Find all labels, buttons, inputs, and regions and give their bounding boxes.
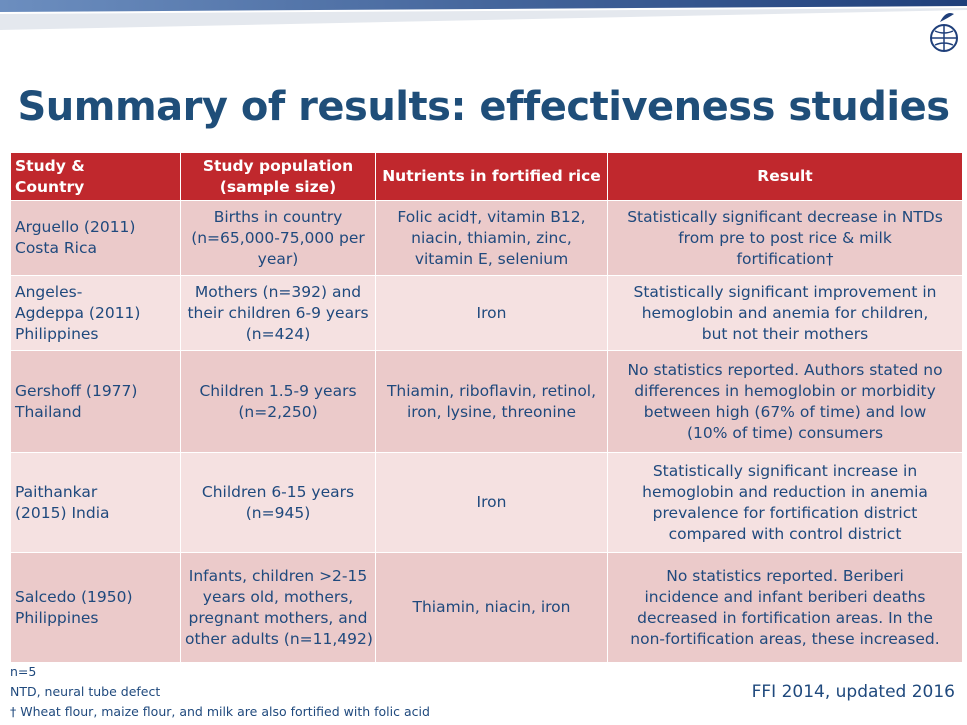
table-cell: Thiamin, niacin, iron xyxy=(375,552,608,663)
footnote: NTD, neural tube defect xyxy=(10,684,161,699)
cell-line: (n=424) xyxy=(245,324,311,343)
cell-line: Statistically significant improvement in xyxy=(633,282,937,301)
cell-line: Births in country xyxy=(213,207,343,226)
table-cell: Statistically significant decrease in NT… xyxy=(607,200,963,276)
cell-line: vitamin E, selenium xyxy=(414,249,569,268)
table-cell: Statistically significant increase in hem… xyxy=(607,452,963,553)
cell-line: Agdeppa (2011) xyxy=(15,303,141,322)
cell-line: (2015) India xyxy=(15,503,110,522)
cell-line: Study & xyxy=(15,156,85,175)
cell-line: Mothers (n=392) and xyxy=(194,282,362,301)
cell-line: No statistics reported. Authors stated n… xyxy=(627,360,943,379)
column-header: Study & Country xyxy=(10,152,181,201)
table-cell: Infants, children >2-15 years old, mother… xyxy=(180,552,376,663)
footnote: † Wheat flour, maize flour, and milk are… xyxy=(10,704,430,719)
cell-line: Children 1.5-9 years xyxy=(199,381,357,400)
cell-line: niacin, thiamin, zinc, xyxy=(411,228,572,247)
cell-line: Paithankar xyxy=(15,482,98,501)
cell-line: Nutrients in fortified rice xyxy=(382,167,601,185)
table-cell: Arguello (2011) Costa Rica xyxy=(10,200,181,276)
cell-line: Thiamin, riboflavin, retinol, xyxy=(386,381,597,400)
cell-line: Iron xyxy=(476,303,507,322)
cell-line: Gershoff (1977) xyxy=(15,381,138,400)
cell-line: Country xyxy=(15,177,85,196)
cell-line: Study population xyxy=(202,156,354,175)
cell-line: fortification† xyxy=(736,249,834,268)
cell-line: decreased in fortification areas. In the xyxy=(637,608,933,627)
column-header: Study population (sample size) xyxy=(180,152,376,201)
table-cell: Salcedo (1950) Philippines xyxy=(10,552,181,663)
table-row: Salcedo (1950) Philippines Infants, childr… xyxy=(10,552,963,663)
table-cell: Mothers (n=392) and their children 6-9 ye… xyxy=(180,275,376,351)
cell-line: Angeles- xyxy=(15,282,83,301)
cell-line: non-fortification areas, these increased… xyxy=(630,629,940,648)
header-row: Study & Country Study population (sample si… xyxy=(10,152,963,201)
cell-line: other adults (n=11,492) xyxy=(185,629,373,648)
column-header: Result xyxy=(607,152,963,201)
table-cell: Gershoff (1977) Thailand xyxy=(10,350,181,453)
table-cell: Statistically significant improvement in… xyxy=(607,275,963,351)
table-cell: Children 6-15 years (n=945) xyxy=(180,452,376,553)
header-decoration xyxy=(0,0,967,82)
table-row: Arguello (2011) Costa Rica Births in count… xyxy=(10,200,963,276)
table-cell: No statistics reported. Authors stated n… xyxy=(607,350,963,453)
cell-line: (n=65,000-75,000 per xyxy=(191,228,365,247)
cell-line: their children 6-9 years xyxy=(187,303,369,322)
cell-line: Iron xyxy=(476,493,507,511)
table-row: Gershoff (1977) Thailand Children 1.5-9 ye… xyxy=(10,350,963,453)
cell-line: Children 6-15 years xyxy=(201,482,355,501)
cell-line: but not their mothers xyxy=(701,324,869,343)
cell-line: (10% of time) consumers xyxy=(686,423,884,442)
table-cell: Iron xyxy=(375,275,608,351)
cell-line: iron, lysine, threonine xyxy=(406,402,577,421)
cell-line: Arguello (2011) xyxy=(15,218,136,236)
cell-line: No statistics reported. Beriberi xyxy=(666,566,904,585)
table-cell: Angeles- Agdeppa (2011) Philippines xyxy=(10,275,181,351)
cell-line: differences in hemoglobin or morbidity xyxy=(634,381,936,400)
slide-title: Summary of results: effectiveness studie… xyxy=(17,84,950,130)
cell-line: compared with control district xyxy=(668,524,902,543)
table-row: Angeles- Agdeppa (2011) Philippines Mothers… xyxy=(10,275,963,351)
cell-line: Costa Rica xyxy=(15,239,97,257)
table-cell: Folic acid†, vitamin B12, niacin, thiamin… xyxy=(375,200,608,276)
cell-line: hemoglobin and reduction in anemia xyxy=(642,482,928,501)
cell-line: hemoglobin and anemia for children, xyxy=(641,303,929,322)
table-cell: Children 1.5-9 years (n=2,250) xyxy=(180,350,376,453)
table-cell: Thiamin, riboflavin, retinol, iron, lysin… xyxy=(375,350,608,453)
cell-line: (sample size) xyxy=(219,177,337,196)
cell-line: between high (67% of time) and low xyxy=(643,402,927,421)
table-row: Paithankar (2015) India Children 6-15 year… xyxy=(10,452,963,553)
cell-line: pregnant mothers, and xyxy=(188,608,368,627)
column-header: Nutrients in fortified rice xyxy=(375,152,608,201)
results-table: Study & Country Study population (sample si… xyxy=(10,152,963,663)
source: FFI 2014, updated 2016 xyxy=(751,682,955,702)
cell-line: prevalence for fortification district xyxy=(652,503,918,522)
cell-line: Statistically significant decrease in NT… xyxy=(627,207,943,226)
cell-line: Infants, children >2-15 xyxy=(188,566,368,585)
table-cell: Paithankar (2015) India xyxy=(10,452,181,553)
cell-line: (n=2,250) xyxy=(238,402,318,421)
cell-line: Result xyxy=(757,167,813,185)
footnote: n=5 xyxy=(10,664,37,679)
cell-line: Salcedo (1950) xyxy=(15,587,133,606)
cell-line: Folic acid†, vitamin B12, xyxy=(397,207,586,226)
cell-line: from pre to post rice & milk xyxy=(678,228,892,247)
cell-line: Philippines xyxy=(15,608,99,627)
cell-line: Thiamin, niacin, iron xyxy=(412,598,571,616)
table-cell: Iron xyxy=(375,452,608,553)
cell-line: Philippines xyxy=(15,324,99,343)
table-cell: No statistics reported. Beriberi incidenc… xyxy=(607,552,963,663)
cell-line: Thailand xyxy=(15,402,82,421)
table-cell: Births in country (n=65,000-75,000 per yea… xyxy=(180,200,376,276)
cell-line: (n=945) xyxy=(245,503,311,522)
cell-line: year) xyxy=(257,249,299,268)
cell-line: years old, mothers, xyxy=(202,587,354,606)
logo xyxy=(930,13,958,52)
cell-line: incidence and infant beriberi deaths xyxy=(644,587,926,606)
cell-line: Statistically significant increase in xyxy=(652,461,918,480)
